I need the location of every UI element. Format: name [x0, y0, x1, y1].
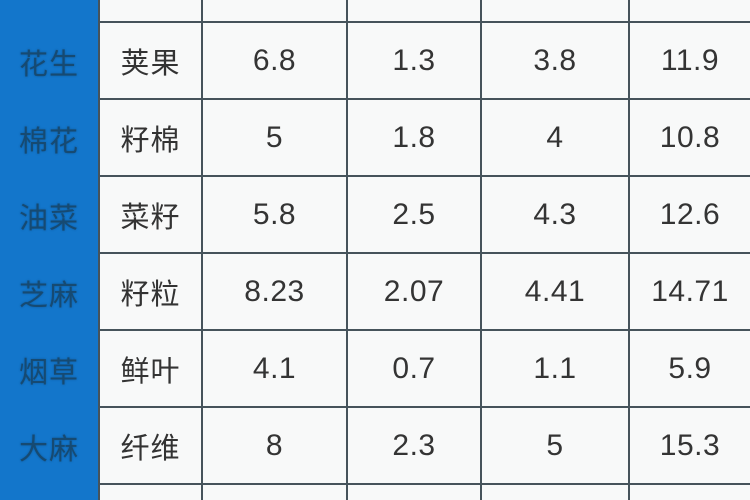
value-cell: 4.3: [482, 177, 630, 254]
value-cell: 2.3: [348, 408, 482, 485]
value-label: 2.5: [392, 197, 436, 231]
value-label: 4: [546, 120, 564, 154]
value-cell: 2.07: [348, 254, 482, 331]
value-label: 4.1: [252, 351, 297, 385]
value-label: 1.8: [392, 120, 436, 154]
crop-name-label: 花生: [18, 48, 79, 81]
value-cell: [348, 485, 482, 500]
product-label: 荚果: [120, 47, 181, 80]
value-cell: 10.8: [630, 100, 750, 177]
value-label: 1.3: [392, 43, 436, 77]
product-label: 鲜叶: [120, 355, 181, 388]
table-row: 油菜 菜籽 5.8 2.5 4.3 12.6: [0, 177, 750, 254]
value-label: 5.8: [252, 197, 297, 231]
value-cell: 6.8: [203, 23, 348, 100]
crop-name-label: 大麻: [18, 433, 79, 466]
crop-name-cell: 烟草: [0, 331, 100, 408]
product-cell: [100, 485, 203, 500]
value-label: 5: [265, 120, 284, 154]
value-label: 3.8: [533, 43, 577, 77]
product-cell: 菜籽: [100, 177, 203, 254]
value-cell: 5: [203, 100, 348, 177]
crop-name-label: 棉花: [18, 125, 79, 158]
value-label: 4.3: [533, 197, 577, 231]
table-row: 芝麻 籽粒 8.23 2.07 4.41 14.71: [0, 254, 750, 331]
value-cell: 4.1: [203, 331, 348, 408]
value-cell: 1.3: [348, 23, 482, 100]
value-cell: [630, 485, 750, 500]
value-cell: [630, 0, 750, 23]
product-label: 籽棉: [120, 124, 181, 157]
value-label: 11.9: [660, 43, 720, 77]
value-cell: 11.9: [630, 23, 750, 100]
value-label: 15.3: [659, 428, 721, 462]
value-label: 2.3: [392, 428, 436, 462]
crop-name-cell: 棉花: [0, 100, 100, 177]
value-cell: 2.5: [348, 177, 482, 254]
product-label: 纤维: [120, 432, 181, 465]
product-cell: 纤维: [100, 408, 203, 485]
crop-name-cell: 大麻: [0, 408, 100, 485]
value-cell: 0.7: [348, 331, 482, 408]
crop-name-cell: 芝麻: [0, 254, 100, 331]
crop-name-cell: [0, 0, 100, 23]
crop-name-cell: 油菜: [0, 177, 100, 254]
value-cell: [482, 0, 630, 23]
value-label: 4.41: [524, 274, 586, 308]
product-cell: 籽粒: [100, 254, 203, 331]
value-cell: 1.8: [348, 100, 482, 177]
value-label: 2.07: [383, 274, 445, 308]
value-label: 10.8: [659, 120, 721, 154]
product-cell: 荚果: [100, 23, 203, 100]
product-label: 菜籽: [120, 201, 181, 234]
value-label: 1.1: [533, 351, 577, 385]
crop-name-label: 油菜: [18, 202, 79, 235]
value-cell: [482, 485, 630, 500]
crop-name-cell: [0, 485, 100, 500]
value-label: 12.6: [659, 197, 721, 231]
product-cell: 鲜叶: [100, 331, 203, 408]
value-label: 6.8: [252, 43, 297, 77]
value-label: 5.9: [668, 351, 712, 385]
table-row: 烟草 鲜叶 4.1 0.7 1.1 5.9: [0, 331, 750, 408]
table-row-clipped-top: [0, 0, 750, 23]
value-label: 0.7: [392, 351, 436, 385]
table-row-clipped-bottom: [0, 485, 750, 500]
value-label: 8.23: [244, 274, 305, 308]
value-cell: 5.9: [630, 331, 750, 408]
value-cell: 5: [482, 408, 630, 485]
product-cell: 籽棉: [100, 100, 203, 177]
value-cell: 14.71: [630, 254, 750, 331]
value-label: 14.71: [651, 274, 729, 308]
product-label: 籽粒: [120, 278, 181, 311]
value-cell: 8: [203, 408, 348, 485]
value-cell: 4: [482, 100, 630, 177]
value-cell: 8.23: [203, 254, 348, 331]
value-cell: 15.3: [630, 408, 750, 485]
value-cell: 5.8: [203, 177, 348, 254]
crop-name-cell: 花生: [0, 23, 100, 100]
product-cell: [100, 0, 203, 23]
table-row: 花生 荚果 6.8 1.3 3.8 11.9: [0, 23, 750, 100]
value-cell: [203, 485, 348, 500]
value-cell: [203, 0, 348, 23]
value-cell: [348, 0, 482, 23]
value-cell: 3.8: [482, 23, 630, 100]
crop-name-label: 烟草: [18, 356, 79, 389]
value-label: 5: [546, 428, 564, 462]
table-row: 棉花 籽棉 5 1.8 4 10.8: [0, 100, 750, 177]
value-label: 8: [265, 428, 284, 462]
value-cell: 4.41: [482, 254, 630, 331]
value-cell: 12.6: [630, 177, 750, 254]
value-cell: 1.1: [482, 331, 630, 408]
crop-name-label: 芝麻: [18, 279, 79, 312]
table-row: 大麻 纤维 8 2.3 5 15.3: [0, 408, 750, 485]
